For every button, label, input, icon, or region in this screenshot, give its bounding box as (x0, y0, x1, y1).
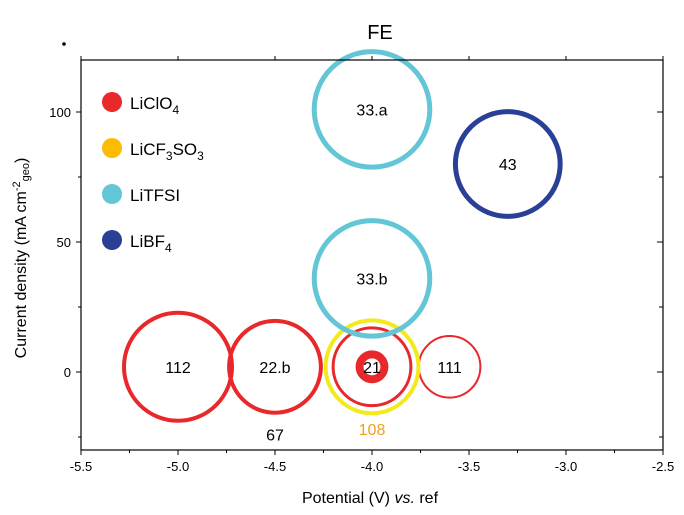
x-axis-title: Potential (V) vs. ref (302, 490, 439, 507)
bubble-liclo4-2 (331, 326, 413, 408)
annotation-label: 108 (359, 422, 386, 439)
bubble-libf4-0 (452, 109, 563, 219)
legend-label: LiCF3SO3 (130, 140, 204, 163)
bubble-label: 21 (363, 360, 381, 377)
bubble-label: 43 (499, 157, 517, 174)
x-tick-label: -2.5 (652, 459, 674, 474)
chart-title: FE (367, 22, 393, 44)
bubble-label: 22.b (259, 360, 290, 377)
bubble-litfsi-0 (311, 49, 433, 170)
stray-dot (62, 42, 66, 46)
x-tick-label: -3.5 (458, 459, 480, 474)
bubble-label: 33.b (356, 271, 387, 288)
legend-swatch (102, 138, 122, 158)
y-tick-label: 100 (49, 105, 71, 120)
annotation-label: 67 (266, 427, 284, 444)
bubbles-layer: 112 22.b 21 111 33.a 33.b 43 67 108 (122, 49, 563, 444)
bubble-liclo4-0 (122, 310, 234, 423)
legend: LiClO4 LiCF3SO3 LiTFSI LiBF4 (102, 92, 204, 255)
bubble-label: 112 (165, 360, 191, 377)
x-tick-label: -5.0 (167, 459, 189, 474)
y-axis-title: Current density (mA cm-2geo) (11, 158, 32, 359)
legend-label: LiClO4 (130, 94, 180, 117)
bubble-licf3so3-0 (323, 318, 421, 416)
y-tick-label: 0 (64, 365, 71, 380)
x-tick-label: -4.5 (264, 459, 286, 474)
legend-swatch (102, 184, 122, 204)
bubble-label: 33.a (356, 102, 387, 119)
bubble-label: 111 (437, 360, 461, 377)
x-tick-label: -5.5 (70, 459, 92, 474)
y-tick-label: 50 (57, 235, 71, 250)
bubble-liclo4-1 (227, 318, 323, 415)
x-tick-label: -3.0 (555, 459, 577, 474)
x-tick-label: -4.0 (361, 459, 383, 474)
legend-label: LiTFSI (130, 186, 180, 205)
legend-swatch (102, 92, 122, 112)
bubble-litfsi-1 (311, 218, 433, 339)
legend-swatch (102, 230, 122, 250)
bubble-liclo4-3 (355, 350, 389, 384)
legend-label: LiBF4 (130, 232, 172, 255)
